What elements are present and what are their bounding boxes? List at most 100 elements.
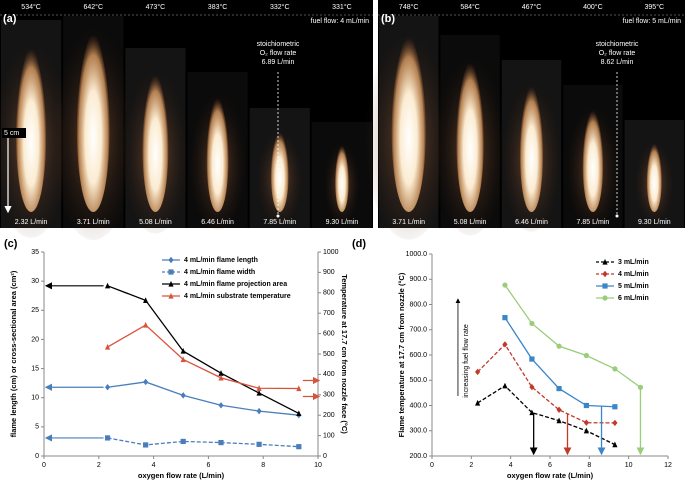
marker: [502, 341, 508, 348]
temperature: 332°C: [270, 3, 290, 11]
y2-tick-label: 200: [323, 412, 335, 419]
flow-rate: 3.71 L/min: [392, 219, 425, 226]
marker: [583, 402, 589, 409]
marker: [296, 385, 302, 392]
flame: [646, 140, 662, 212]
marker: [583, 419, 589, 426]
flow-rate: 6.46 L/min: [515, 219, 548, 226]
marker: [256, 389, 262, 396]
y2-tick-label: 600: [323, 330, 335, 337]
stoichiometric-note: O₂ flow rate: [599, 50, 636, 57]
flow-rate: 2.32 L/min: [15, 219, 48, 226]
marker: [529, 383, 535, 391]
panel-label: (c): [4, 238, 18, 250]
flow-rate: 9.30 L/min: [326, 219, 359, 226]
fuel-flow: fuel flow: 5 mL/min: [623, 18, 681, 25]
flow-rate: 7.85 L/min: [263, 219, 296, 226]
marker: [612, 419, 618, 427]
legend-marker: [168, 256, 174, 264]
marker: [556, 385, 562, 392]
flow-rate: 3.71 L/min: [77, 219, 110, 226]
marker: [143, 378, 149, 386]
y-tick-label: 300.0: [409, 428, 427, 435]
scale-bg: [2, 128, 26, 138]
flame: [391, 28, 426, 212]
x-axis-label: oxygen flow rate (L/min): [507, 471, 594, 480]
y-tick-label: 0: [35, 453, 39, 460]
marker: [256, 385, 262, 391]
temperature: 400°C: [583, 3, 603, 11]
y2-tick-label: 0: [323, 453, 327, 460]
flame: [335, 142, 349, 212]
x-axis-label: oxygen flow rate (L/min): [138, 471, 225, 480]
marker: [529, 356, 535, 362]
marker: [256, 441, 262, 447]
flame: [206, 92, 229, 212]
legend-marker: [602, 283, 608, 289]
marker: [143, 442, 149, 448]
legend-marker: [602, 295, 608, 301]
y-tick-label: 800.0: [409, 301, 427, 308]
marker: [180, 438, 186, 445]
x-tick-label: 2: [97, 462, 101, 469]
marker: [612, 366, 618, 372]
x-tick-label: 0: [430, 462, 434, 469]
stoichiometric-note: 8.62 L/min: [601, 59, 634, 66]
marker: [502, 382, 508, 389]
annotation: increasing fuel flow rate: [463, 324, 470, 398]
stoichiometric-dot: [615, 214, 619, 218]
marker: [296, 444, 302, 450]
legend-label: 6 mL/min: [618, 295, 649, 302]
y2-tick-label: 700: [323, 310, 335, 317]
flow-rate: 6.46 L/min: [201, 219, 234, 226]
marker: [556, 406, 562, 413]
series-line: [477, 384, 616, 446]
flow-rate: 9.30 L/min: [638, 219, 671, 226]
y2-axis-label: Temperature at 17.7 cm from nozzle face …: [340, 274, 349, 434]
y2-tick-label: 500: [323, 351, 335, 358]
marker: [502, 282, 508, 288]
x-tick-label: 6: [206, 462, 210, 469]
temperature: 473°C: [146, 3, 166, 11]
series-line: [504, 317, 615, 408]
marker: [256, 407, 262, 415]
flow-rate: 7.85 L/min: [577, 219, 610, 226]
marker: [104, 435, 111, 441]
legend-marker: [168, 292, 174, 299]
flame: [519, 80, 544, 212]
marker: [104, 343, 111, 350]
temperature: 395°C: [645, 3, 665, 11]
marker: [143, 321, 149, 328]
stoichiometric-note: 6.89 L/min: [262, 59, 295, 66]
flow-rate: 5.08 L/min: [139, 219, 172, 226]
stoichiometric-dot: [276, 214, 280, 218]
scale-label: 5 cm: [4, 130, 19, 137]
marker: [218, 370, 224, 376]
marker: [180, 356, 186, 363]
legend-label: 4 mL/min flame projection area: [184, 281, 287, 288]
marker: [104, 384, 111, 391]
x-tick-label: 4: [509, 462, 513, 469]
panel-label: (b): [381, 13, 395, 25]
y2-tick-label: 800: [323, 290, 335, 297]
marker: [529, 320, 535, 327]
temperature: 642°C: [83, 3, 103, 11]
stoichiometric-note: O₂ flow rate: [260, 50, 297, 57]
legend-marker: [168, 280, 174, 287]
y2-tick-label: 900: [323, 269, 335, 276]
legend-label: 4 mL/min: [618, 271, 649, 278]
y-tick-label: 200.0: [409, 453, 427, 460]
legend-label: 4 mL/min substrate temperature: [184, 293, 291, 300]
series-line: [107, 324, 299, 390]
series-line: [107, 437, 299, 448]
panel-label: (a): [3, 13, 17, 25]
temperature: 331°C: [332, 3, 352, 11]
legend-marker: [602, 258, 608, 265]
marker: [143, 297, 149, 303]
legend-marker: [602, 270, 608, 278]
y2-tick-label: 100: [323, 432, 335, 439]
marker: [583, 352, 589, 359]
series-line: [107, 381, 299, 416]
x-tick-label: 10: [625, 462, 633, 469]
